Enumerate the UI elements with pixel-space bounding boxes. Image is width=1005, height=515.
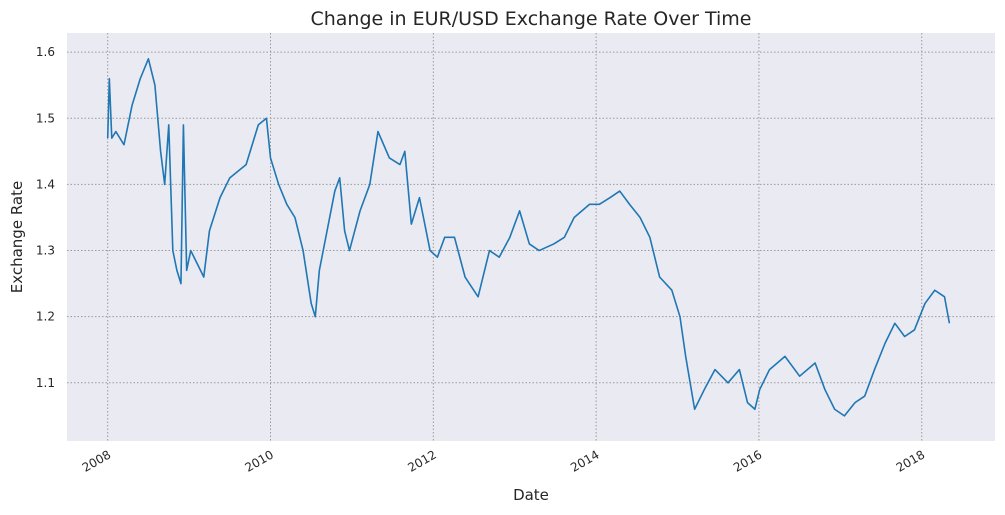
chart-title: Change in EUR/USD Exchange Rate Over Tim… <box>310 8 751 30</box>
y-tick-label: 1.2 <box>36 310 55 324</box>
x-tick-label: 2008 <box>80 447 113 474</box>
y-tick-label: 1.6 <box>36 45 55 59</box>
y-tick-label: 1.5 <box>36 111 55 125</box>
x-tick-label: 2012 <box>405 447 438 474</box>
data-line <box>106 57 951 417</box>
plot-area <box>67 33 995 441</box>
x-tick-label: 2010 <box>243 447 276 474</box>
y-axis-label: Exchange Rate <box>8 181 26 293</box>
y-tick-label: 1.3 <box>36 244 55 258</box>
x-axis-label: Date <box>513 486 549 504</box>
x-tick-label: 2014 <box>568 447 601 474</box>
x-tick-label: 2016 <box>731 447 764 474</box>
x-tick-label: 2018 <box>894 447 927 474</box>
y-tick-label: 1.4 <box>36 177 55 191</box>
y-tick-label: 1.1 <box>36 376 55 390</box>
